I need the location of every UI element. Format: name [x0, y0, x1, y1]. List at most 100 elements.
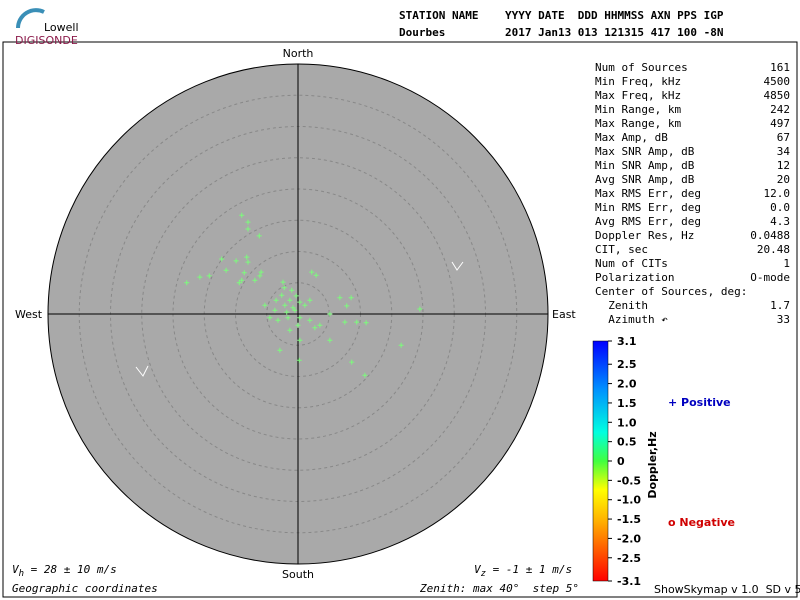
frame — [2, 41, 798, 598]
source-point — [273, 297, 279, 303]
source-point — [275, 317, 281, 323]
source-point — [197, 274, 203, 280]
vz-text: = -1 ± 1 m/s — [486, 563, 572, 576]
source-point — [295, 322, 301, 328]
source-point — [277, 347, 283, 353]
stat-label: CIT, sec — [595, 243, 648, 256]
source-point — [307, 317, 313, 323]
header-line: Dourbes 2017 Jan13 013 121315 417 100 -8… — [399, 26, 724, 39]
stat-label: Max Freq, kHz — [595, 89, 681, 102]
source-point — [280, 279, 286, 285]
source-point — [282, 302, 288, 308]
compass-south: South — [282, 568, 314, 581]
source-point — [317, 322, 323, 328]
stat-label: Center of Sources, deg: — [595, 285, 747, 298]
stat-value: 161 — [770, 61, 790, 74]
vh-symbol: V — [12, 563, 20, 576]
source-point — [398, 342, 404, 348]
source-point — [287, 327, 293, 333]
source-point — [241, 270, 247, 276]
colorbar-tick-label: 1.5 — [617, 397, 637, 410]
stat-label: Polarization — [595, 271, 674, 284]
stat-value: 34 — [777, 145, 791, 158]
source-point — [245, 226, 251, 232]
source-point — [219, 256, 225, 262]
colorbar-label: Doppler,Hz — [646, 431, 659, 498]
source-point — [252, 277, 258, 283]
source-point — [281, 285, 287, 291]
source-point — [297, 337, 303, 343]
direction-mark — [451, 261, 464, 271]
stat-label: Doppler Res, Hz — [595, 229, 694, 242]
colorbar-tick-label: 1.0 — [617, 416, 637, 429]
colorbar-tick-label: -2.5 — [617, 552, 641, 565]
skymap-plot — [47, 63, 549, 565]
source-point — [184, 280, 190, 286]
header-line: STATION NAME YYYY DATE DDD HHMMSS AXN PP… — [399, 9, 724, 22]
source-point — [296, 357, 302, 363]
source-point — [297, 299, 303, 305]
logo-bottom: DIGISONDE — [15, 34, 78, 47]
legend-negative: o Negative — [668, 516, 735, 529]
colorbar-tick-label: 0 — [617, 455, 625, 468]
stat-value: 33 — [777, 313, 790, 326]
stat-value: 20 — [777, 173, 790, 186]
vh-text: = 28 ± 10 m/s — [24, 563, 117, 576]
source-point — [239, 212, 245, 218]
source-point — [363, 320, 369, 326]
source-point — [349, 359, 355, 365]
source-point — [223, 267, 229, 273]
stat-label: Max SNR Amp, dB — [595, 145, 695, 158]
colorbar-tick-label: 3.1 — [617, 335, 637, 348]
source-point — [337, 295, 343, 301]
colorbar-tick-label: 2.0 — [617, 378, 637, 391]
stat-value: 20.48 — [757, 243, 790, 256]
version-label: ShowSkymap v 1.0 SD v 5.1 — [654, 583, 800, 596]
source-point — [312, 325, 318, 331]
source-point — [236, 280, 242, 286]
colorbar: 3.1 2.5 2.0 1.5 1.0 0.5 0 -0.5 -1.0 -1.5 -2.0 -2.5 -… — [592, 335, 641, 588]
source-point — [262, 302, 268, 308]
source-point — [239, 277, 245, 283]
stat-value: 1 — [783, 257, 790, 270]
source-point — [257, 273, 263, 279]
stat-label: Num of CITs — [595, 257, 668, 270]
vz-symbol: V — [474, 563, 482, 576]
vz-label: Vz = -1 ± 1 m/s — [474, 563, 572, 579]
source-point — [290, 305, 296, 311]
source-point — [302, 302, 308, 308]
stat-label: Avg RMS Err, deg — [595, 215, 701, 228]
logo-top: Lowell — [44, 21, 79, 34]
source-point — [289, 287, 295, 293]
stat-label: Zenith — [595, 299, 648, 312]
direction-mark — [135, 365, 149, 377]
source-point — [309, 269, 315, 275]
source-point — [348, 295, 354, 301]
stat-value: 4500 — [764, 75, 791, 88]
source-point — [245, 259, 251, 265]
source-point — [293, 293, 299, 299]
stat-value: 1.7 — [770, 299, 790, 312]
stat-label: Azimuth ↶ — [595, 313, 668, 326]
source-point — [279, 292, 285, 298]
stat-value: 12.0 — [764, 187, 791, 200]
stat-label: Min SNR Amp, dB — [595, 159, 695, 172]
source-point — [244, 254, 250, 260]
stat-label: Max Range, km — [595, 117, 681, 130]
stats-table: Num of Sources 161 Min Freq, kHz 4500 Max Fr… — [595, 61, 790, 326]
colorbar-tick-label: 0.5 — [617, 436, 637, 449]
source-point — [344, 303, 350, 309]
source-point — [354, 319, 360, 325]
stat-value: 0.0488 — [750, 229, 790, 242]
stat-value: 0.0 — [770, 201, 790, 214]
legend-positive: + Positive — [668, 396, 731, 409]
coords-label: Geographic coordinates — [12, 582, 158, 595]
vz-sub: z — [481, 569, 486, 579]
source-point — [342, 319, 348, 325]
colorbar-tick-label: -1.0 — [617, 494, 641, 507]
stat-label: Min Freq, kHz — [595, 75, 681, 88]
source-point — [307, 297, 313, 303]
source-point — [206, 273, 212, 279]
source-point — [245, 219, 251, 225]
